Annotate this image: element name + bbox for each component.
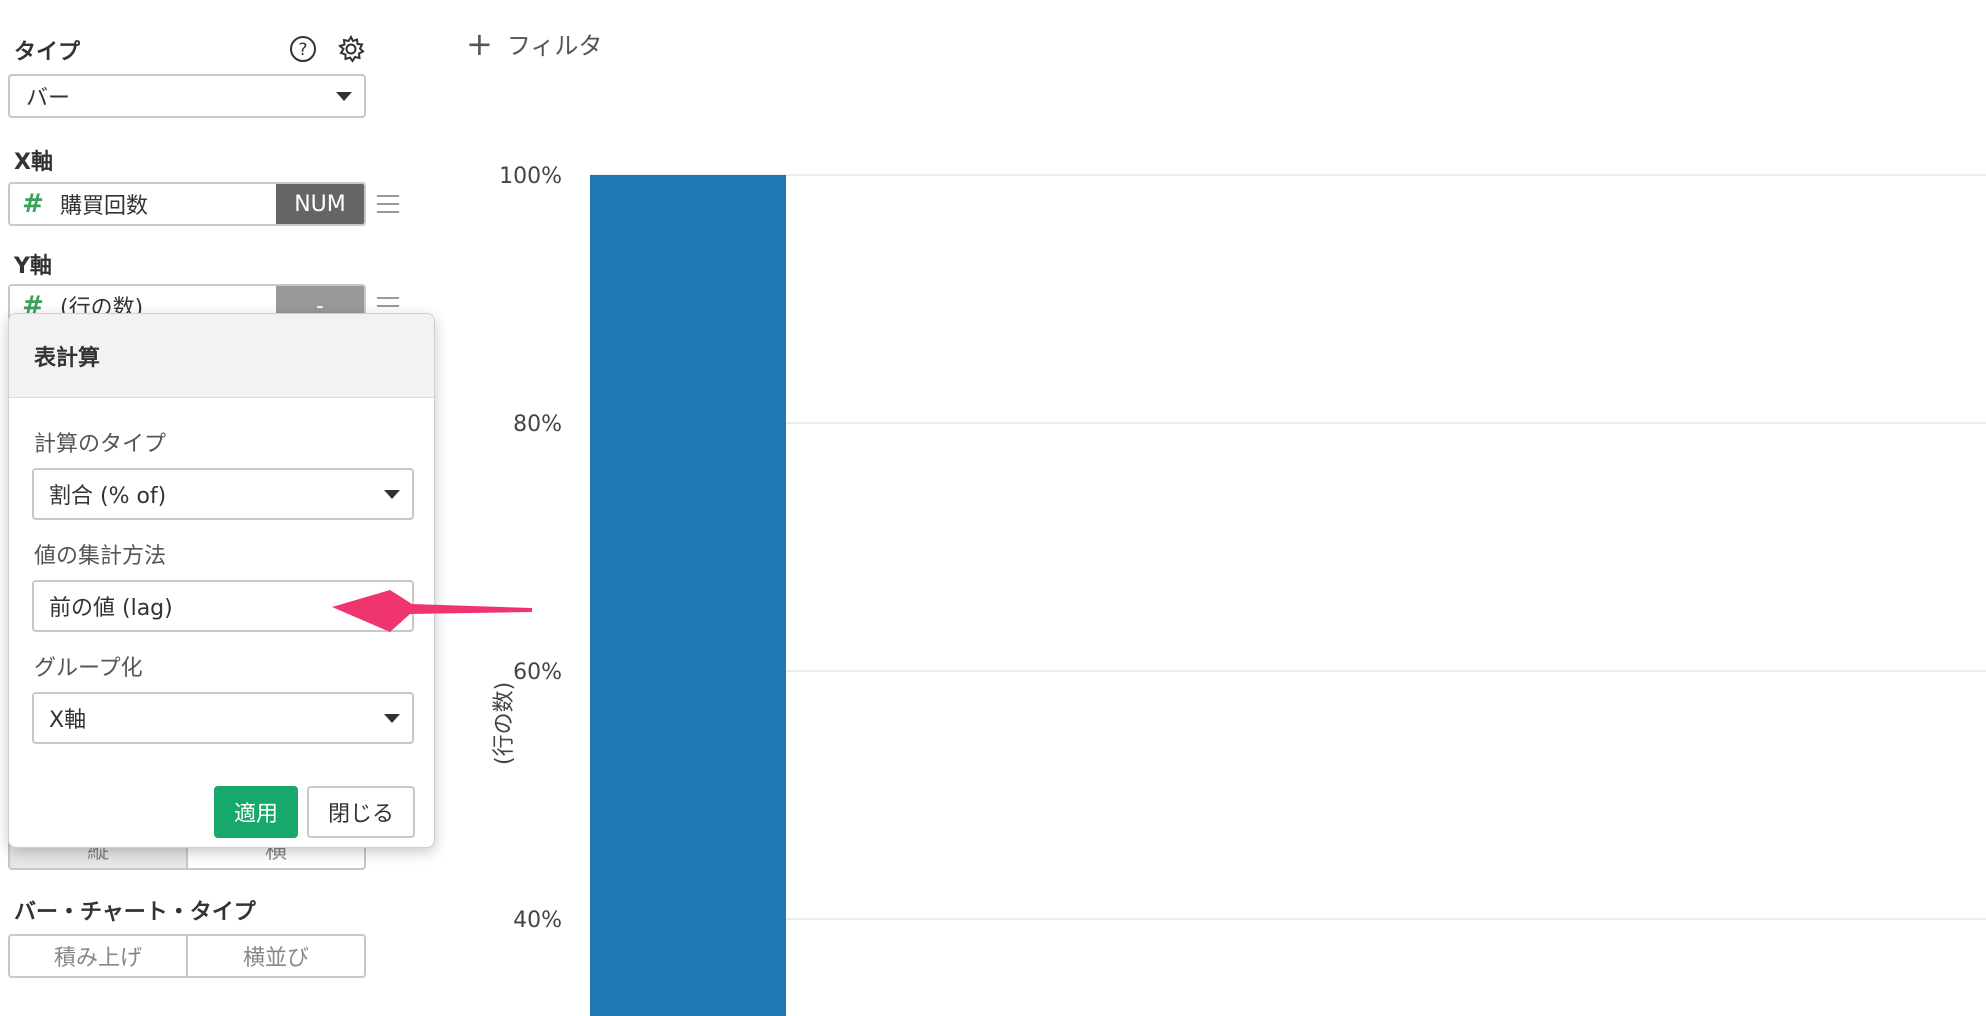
plus-icon: + xyxy=(466,24,493,63)
group-select[interactable]: X軸 xyxy=(32,692,414,744)
x-axis-title: X軸 xyxy=(14,150,53,175)
apply-button[interactable]: 適用 xyxy=(214,786,298,838)
y-tick-label: 60% xyxy=(513,660,562,685)
y-axis-title: Y軸 xyxy=(14,254,52,279)
y-tick-label: 100% xyxy=(499,164,562,189)
add-filter-button[interactable]: + フィルタ xyxy=(466,26,602,61)
bar-chart: 100% 80% 60% 40% xyxy=(499,164,1986,1016)
x-axis-field[interactable]: # 購買回数 NUM xyxy=(8,182,366,226)
bar-type-toggle: 積み上げ 横並び xyxy=(8,934,366,978)
x-axis-menu-icon[interactable] xyxy=(377,195,399,213)
y-tick-label: 80% xyxy=(513,412,562,437)
type-title: タイプ xyxy=(14,40,81,65)
group-value: X軸 xyxy=(49,708,87,733)
calc-type-select[interactable]: 割合 (% of) xyxy=(32,468,414,520)
calc-type-value: 割合 (% of) xyxy=(49,484,167,509)
agg-label: 値の集計方法 xyxy=(34,544,167,569)
svg-text:?: ? xyxy=(298,40,307,60)
annotation-arrow xyxy=(332,590,532,632)
y-axis-label: (行の数) xyxy=(492,681,517,765)
hash-icon: # xyxy=(22,189,44,219)
filter-label: フィルタ xyxy=(506,32,603,60)
help-icon[interactable]: ? xyxy=(289,35,317,63)
gear-icon[interactable] xyxy=(337,34,365,63)
table-calculation-popover: 表計算 計算のタイプ 割合 (% of) 値の集計方法 前の値 (lag) グル… xyxy=(8,313,435,848)
chart-type-select[interactable]: バー xyxy=(8,74,366,118)
group-label: グループ化 xyxy=(34,656,143,681)
bar-type-stacked[interactable]: 積み上げ xyxy=(53,946,142,971)
chevron-down-icon xyxy=(384,490,400,499)
chevron-down-icon xyxy=(336,92,352,101)
x-axis-field-label: 購買回数 xyxy=(60,194,149,219)
y-tick-label: 40% xyxy=(513,908,562,933)
bar-type-title: バー・チャート・タイプ xyxy=(14,900,256,925)
calc-type-label: 計算のタイプ xyxy=(34,432,167,457)
agg-value: 前の値 (lag) xyxy=(49,596,173,621)
close-button[interactable]: 閉じる xyxy=(307,786,415,838)
bar-type-side-by-side[interactable]: 横並び xyxy=(186,936,364,976)
bar[interactable] xyxy=(590,175,786,1016)
popover-title: 表計算 xyxy=(9,314,434,398)
chevron-down-icon xyxy=(384,714,400,723)
chart-type-value: バー xyxy=(26,86,71,111)
x-axis-type-badge[interactable]: NUM xyxy=(276,184,364,224)
